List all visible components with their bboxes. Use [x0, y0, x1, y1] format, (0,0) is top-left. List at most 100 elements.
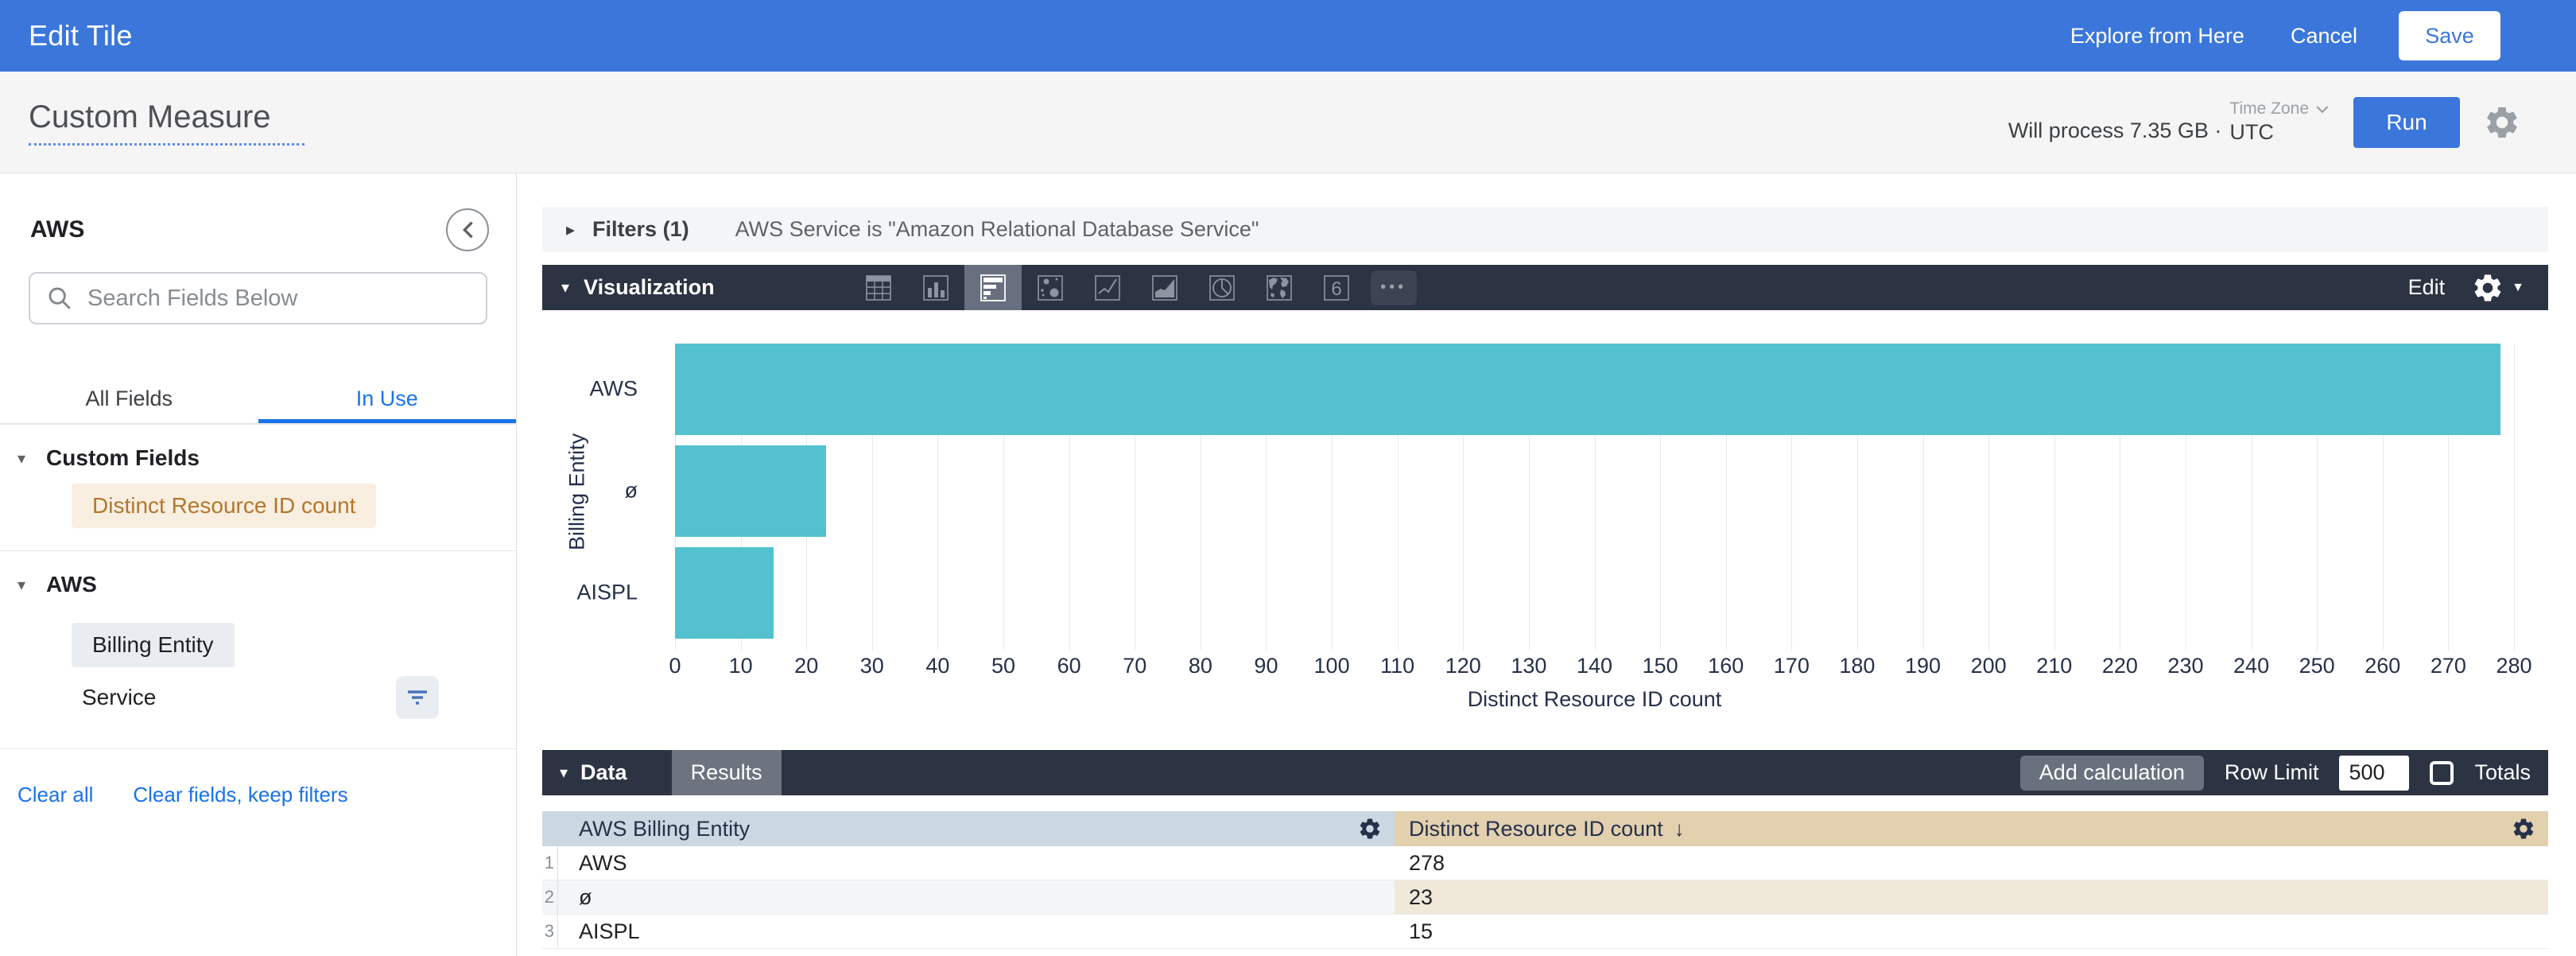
- save-button[interactable]: Save: [2399, 11, 2500, 60]
- svg-text:6: 6: [1331, 278, 1341, 300]
- x-tick-label: 60: [1057, 654, 1081, 678]
- x-tick-label: 100: [1313, 654, 1350, 678]
- gridline: [1594, 344, 1596, 651]
- row-limit-input[interactable]: [2339, 755, 2410, 791]
- query-cost-info: Will process 7.35 GB · Time Zone UTC: [2008, 99, 2330, 145]
- filters-bar[interactable]: ▸ Filters (1) AWS Service is "Amazon Rel…: [542, 207, 2548, 252]
- x-tick-label: 210: [2036, 654, 2073, 678]
- column-header-distinct-resource-id-count[interactable]: Distinct Resource ID count ↓: [1395, 811, 2548, 846]
- y-category-labels: AWS ø AISPL: [542, 310, 638, 750]
- gridline: [2317, 344, 2318, 651]
- cancel-button[interactable]: Cancel: [2290, 23, 2357, 48]
- x-tick-label: 0: [669, 654, 681, 678]
- gridline: [937, 344, 939, 651]
- viz-type-line-icon[interactable]: [1079, 265, 1136, 310]
- x-tick-label: 140: [1576, 654, 1613, 678]
- explore-main: ▸ Filters (1) AWS Service is "Amazon Rel…: [517, 173, 2576, 956]
- cell-dimension[interactable]: AISPL: [579, 919, 640, 943]
- x-tick-label: 200: [1970, 654, 2007, 678]
- gridline: [1660, 344, 1662, 651]
- data-label: Data: [580, 760, 627, 784]
- field-search[interactable]: [29, 272, 487, 324]
- x-tick-label: 150: [1642, 654, 1678, 678]
- column-gear-icon[interactable]: [1358, 817, 1382, 841]
- totals-checkbox[interactable]: [2430, 760, 2454, 785]
- section-aws[interactable]: ▾ AWS: [17, 572, 97, 597]
- filter-active-button[interactable]: [396, 676, 439, 719]
- x-tick-label: 230: [2167, 654, 2204, 678]
- bar-ø[interactable]: [675, 445, 826, 537]
- gridline: [1332, 344, 1333, 651]
- x-tick-label: 20: [794, 654, 819, 678]
- clear-all-link[interactable]: Clear all: [17, 783, 94, 806]
- cell-dimension[interactable]: AWS: [579, 850, 627, 875]
- x-tick-label: 250: [2299, 654, 2335, 678]
- row-number: 3: [542, 915, 558, 948]
- explore-from-here-button[interactable]: Explore from Here: [2070, 23, 2244, 48]
- run-button[interactable]: Run: [2353, 96, 2460, 148]
- bar-AISPL[interactable]: [675, 547, 774, 639]
- bar-chart: Billing Entity AWS ø AISPL 0 10 20 30 40 50 60 70…: [542, 310, 2548, 750]
- viz-type-area-icon[interactable]: [1136, 265, 1193, 310]
- field-distinct-resource-id-count[interactable]: Distinct Resource ID count: [72, 484, 377, 528]
- results-table: AWS Billing Entity Distinct Resource ID …: [542, 811, 2548, 949]
- sort-desc-icon[interactable]: ↓: [1674, 816, 1685, 841]
- add-calculation-button[interactable]: Add calculation: [2019, 755, 2204, 791]
- gridline: [2382, 344, 2384, 651]
- gridline: [1856, 344, 1858, 651]
- caret-down-icon[interactable]: ▾: [561, 279, 570, 297]
- data-bar: ▾ Data Results Add calculation Row Limit…: [542, 750, 2548, 795]
- gridline: [1791, 344, 1793, 651]
- viz-type-scatter-icon[interactable]: [1022, 265, 1079, 310]
- field-service[interactable]: Service: [82, 685, 157, 709]
- gridline: [1397, 344, 1399, 651]
- top-app-bar: Edit Tile Explore from Here Cancel Save: [0, 0, 2576, 72]
- x-tick-label: 30: [859, 654, 884, 678]
- caret-down-icon[interactable]: ▾: [560, 764, 568, 782]
- cell-measure[interactable]: 23: [1395, 880, 2548, 914]
- bar-AWS[interactable]: [675, 344, 2501, 435]
- viz-type-switcher: 6 •••: [850, 265, 1422, 310]
- x-tick-label: 40: [925, 654, 950, 678]
- viz-type-pie-icon[interactable]: [1193, 265, 1251, 310]
- search-input[interactable]: [87, 285, 470, 312]
- tab-all-fields[interactable]: All Fields: [85, 386, 173, 410]
- custom-measure-title[interactable]: Custom Measure: [29, 99, 305, 146]
- y-category-label: ø: [624, 478, 638, 503]
- row-number: 2: [542, 880, 558, 914]
- collapse-sidebar-button[interactable]: [446, 208, 489, 251]
- viz-type-column-icon[interactable]: [907, 265, 964, 310]
- viz-type-table-icon[interactable]: [850, 265, 907, 310]
- table-row: 3 AISPL 15: [542, 915, 2548, 949]
- section-custom-fields[interactable]: ▾ Custom Fields: [17, 445, 200, 470]
- tab-results[interactable]: Results: [671, 750, 782, 795]
- viz-type-more-icon[interactable]: •••: [1365, 265, 1422, 310]
- chevron-down-icon: [2315, 105, 2330, 114]
- table-header-row: AWS Billing Entity Distinct Resource ID …: [542, 811, 2548, 846]
- timezone-selector[interactable]: Time Zone UTC: [2229, 99, 2330, 145]
- settings-gear-icon[interactable]: [2484, 104, 2520, 141]
- viz-settings-dropdown[interactable]: ▼: [2472, 272, 2524, 304]
- filters-label: Filters (1): [592, 217, 689, 241]
- cell-measure[interactable]: 278: [1409, 850, 1445, 875]
- column-header-billing-entity[interactable]: AWS Billing Entity: [542, 811, 1395, 846]
- column-gear-icon[interactable]: [2512, 817, 2535, 841]
- cell-dimension[interactable]: ø: [558, 880, 1395, 914]
- tab-in-use[interactable]: In Use: [258, 374, 517, 423]
- divider: [0, 748, 516, 749]
- viz-edit-button[interactable]: Edit: [2407, 275, 2446, 299]
- timezone-value: UTC: [2229, 120, 2274, 144]
- field-billing-entity[interactable]: Billing Entity: [72, 623, 235, 667]
- clear-fields-keep-filters-link[interactable]: Clear fields, keep filters: [133, 783, 348, 806]
- x-tick-label: 180: [1839, 654, 1876, 678]
- gridline: [2054, 344, 2055, 651]
- viz-type-bar-icon[interactable]: [964, 265, 1022, 310]
- explore-header: Custom Measure Will process 7.35 GB · Ti…: [0, 72, 2576, 173]
- search-icon: [48, 287, 71, 309]
- gear-icon: [2472, 272, 2504, 304]
- viz-type-map-icon[interactable]: [1251, 265, 1308, 310]
- x-tick-label: 120: [1445, 654, 1481, 678]
- x-tick-label: 170: [1773, 654, 1810, 678]
- viz-type-single-value-icon[interactable]: 6: [1308, 265, 1365, 310]
- cell-measure[interactable]: 15: [1409, 919, 1433, 943]
